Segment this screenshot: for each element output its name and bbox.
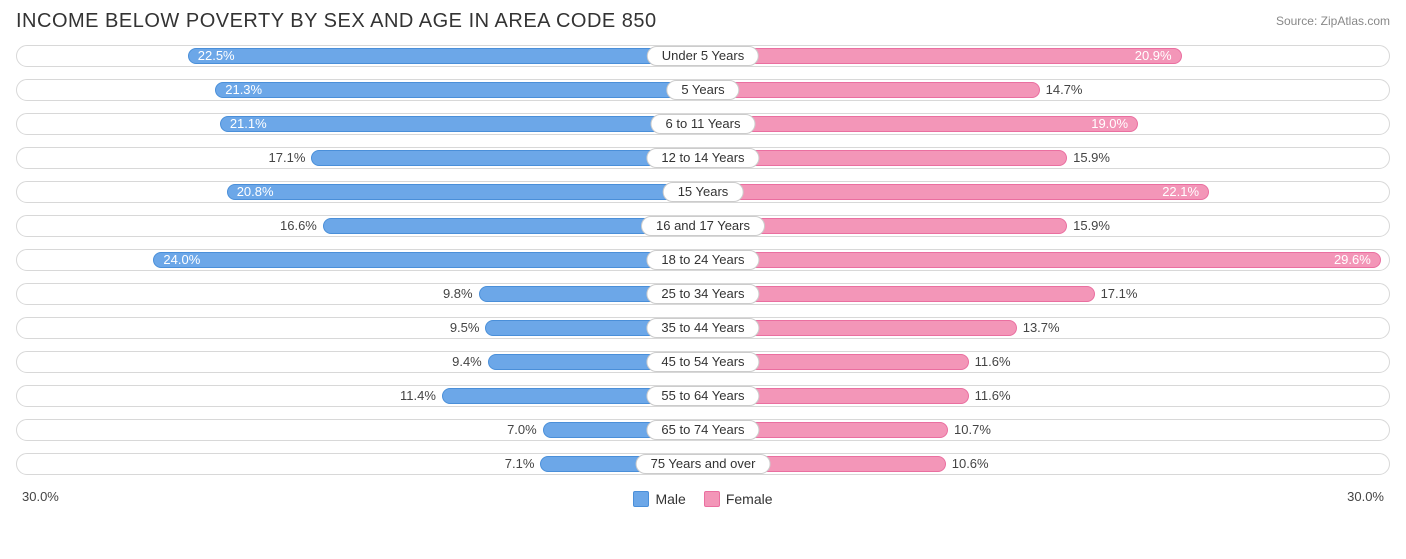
female-value: 15.9%	[1073, 150, 1110, 166]
male-bar	[311, 150, 703, 166]
axis-max-right: 30.0%	[1347, 489, 1384, 504]
legend-female: Female	[704, 491, 773, 507]
female-value: 20.9%	[703, 48, 1182, 64]
category-label: Under 5 Years	[647, 46, 759, 66]
male-value: 20.8%	[227, 184, 703, 200]
category-label: 25 to 34 Years	[646, 284, 759, 304]
chart-title: INCOME BELOW POVERTY BY SEX AND AGE IN A…	[16, 10, 657, 33]
category-label: 12 to 14 Years	[646, 148, 759, 168]
male-value: 22.5%	[188, 48, 703, 64]
male-value: 9.4%	[452, 354, 482, 370]
category-label: 6 to 11 Years	[651, 114, 756, 134]
female-value: 19.0%	[703, 116, 1138, 132]
category-label: 45 to 54 Years	[646, 352, 759, 372]
female-value: 17.1%	[1101, 286, 1138, 302]
male-value: 17.1%	[269, 150, 306, 166]
chart-row: 9.8% 17.1% 25 to 34 Years	[16, 279, 1390, 309]
source-attribution: Source: ZipAtlas.com	[1276, 10, 1390, 28]
female-value: 22.1%	[703, 184, 1209, 200]
chart-row: 21.1%19.0%6 to 11 Years	[16, 109, 1390, 139]
category-label: 75 Years and over	[636, 454, 771, 474]
chart-row: 16.6% 15.9% 16 and 17 Years	[16, 211, 1390, 241]
female-value: 10.7%	[954, 422, 991, 438]
male-value: 9.5%	[450, 320, 480, 336]
chart-row: 9.5% 13.7% 35 to 44 Years	[16, 313, 1390, 343]
male-value: 7.1%	[505, 456, 535, 472]
legend-female-label: Female	[726, 491, 773, 507]
male-value: 24.0%	[153, 252, 703, 268]
category-label: 15 Years	[663, 182, 744, 202]
chart-row: 7.0% 10.7% 65 to 74 Years	[16, 415, 1390, 445]
female-value: 29.6%	[703, 252, 1381, 268]
chart-row: 9.4% 11.6% 45 to 54 Years	[16, 347, 1390, 377]
chart-row: 22.5%20.9%Under 5 Years	[16, 41, 1390, 71]
category-label: 35 to 44 Years	[646, 318, 759, 338]
male-value: 21.3%	[215, 82, 703, 98]
chart-row: 7.1% 10.6% 75 Years and over	[16, 449, 1390, 479]
female-value: 13.7%	[1023, 320, 1060, 336]
chart-row: 11.4% 11.6% 55 to 64 Years	[16, 381, 1390, 411]
female-value: 10.6%	[952, 456, 989, 472]
category-label: 5 Years	[666, 80, 739, 100]
legend: Male Female	[16, 489, 1390, 507]
chart-row: 21.3% 14.7% 5 Years	[16, 75, 1390, 105]
male-value: 21.1%	[220, 116, 703, 132]
male-swatch-icon	[633, 491, 649, 507]
legend-male: Male	[633, 491, 685, 507]
female-swatch-icon	[704, 491, 720, 507]
female-value: 15.9%	[1073, 218, 1110, 234]
male-value: 7.0%	[507, 422, 537, 438]
male-value: 16.6%	[280, 218, 317, 234]
female-value: 14.7%	[1046, 82, 1083, 98]
category-label: 65 to 74 Years	[646, 420, 759, 440]
female-value: 11.6%	[975, 388, 1011, 404]
category-label: 55 to 64 Years	[646, 386, 759, 406]
category-label: 16 and 17 Years	[641, 216, 765, 236]
chart-row: 24.0%29.6%18 to 24 Years	[16, 245, 1390, 275]
chart-row: 17.1% 15.9% 12 to 14 Years	[16, 143, 1390, 173]
axis-max-left: 30.0%	[22, 489, 59, 504]
chart-row: 20.8%22.1%15 Years	[16, 177, 1390, 207]
female-bar	[703, 82, 1040, 98]
category-label: 18 to 24 Years	[646, 250, 759, 270]
male-value: 9.8%	[443, 286, 473, 302]
legend-male-label: Male	[655, 491, 685, 507]
female-bar	[703, 286, 1095, 302]
male-value: 11.4%	[400, 388, 436, 404]
female-value: 11.6%	[975, 354, 1011, 370]
diverging-bar-chart: 22.5%20.9%Under 5 Years 21.3% 14.7% 5 Years…	[0, 39, 1406, 479]
